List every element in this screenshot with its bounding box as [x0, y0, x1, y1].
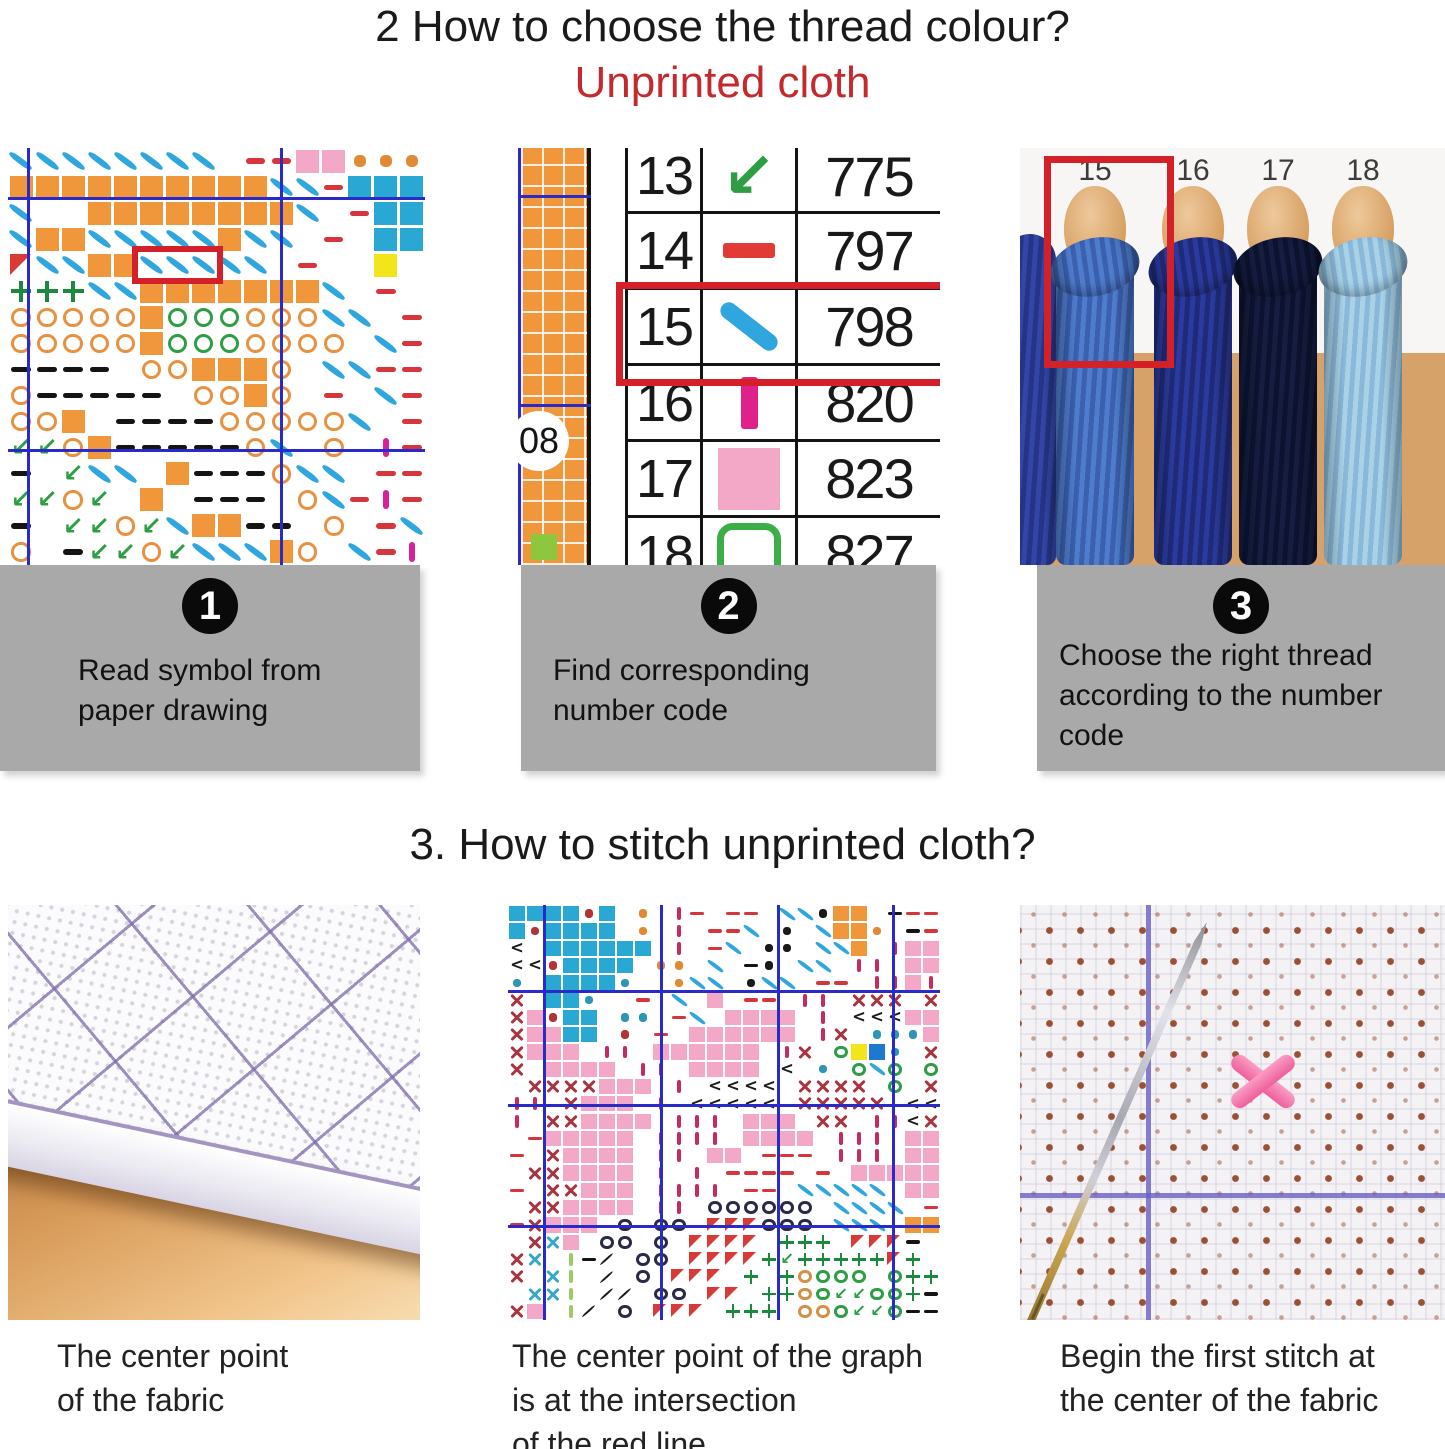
- pattern-ruler-strip: 08: [509, 148, 591, 565]
- fabric-corner-photo: [8, 905, 420, 1320]
- caption-fabric-center: The center point of the fabric: [57, 1338, 289, 1418]
- center-line-horizontal: [1020, 1193, 1445, 1198]
- green-cell: [531, 534, 557, 560]
- thread-skein: [1324, 246, 1402, 565]
- center-pattern-chart: <<<<<<<<<<<<<<<<<<<↙↙↙↙↙: [508, 905, 940, 1320]
- code-table: 13 ↙ 775 14 797 15 798 16 820 17 823 18 827: [625, 148, 940, 565]
- thread-skein: [1239, 246, 1317, 565]
- page-subtitle: Unprinted cloth: [574, 58, 871, 107]
- step1-caption: Read symbol from paper drawing: [78, 654, 322, 727]
- step2-code-table-panel: 08 13 ↙ 775 14 797 15 798 16 820 17 823 18 827: [508, 148, 940, 565]
- step3-caption-box: 3 Choose the right thread according to t…: [1037, 565, 1445, 771]
- code-table-row: 17 823: [625, 442, 940, 518]
- thread-number-label: 16: [1176, 154, 1210, 187]
- thread-skein: [1056, 246, 1134, 565]
- ruler-label: 08: [509, 411, 569, 471]
- needle: [1022, 921, 1211, 1320]
- step2-number-badge: 2: [700, 578, 757, 634]
- section3-title: 3. How to stitch unprinted cloth?: [409, 820, 1036, 869]
- step3-caption: Choose the right thread according to the…: [1059, 639, 1383, 752]
- magenta-bar-icon: [740, 376, 758, 429]
- code-table-row: 13 ↙ 775: [625, 148, 940, 214]
- green-arrow-icon: ↙: [722, 148, 776, 213]
- step1-number-badge: 1: [182, 578, 238, 634]
- page-title: 2 How to choose the thread colour?: [375, 2, 1070, 51]
- code-table-row: 14 797: [625, 214, 940, 290]
- caption-first-stitch: Begin the first stitch at the center of …: [1060, 1338, 1379, 1418]
- table-highlight-box: [616, 282, 940, 386]
- step3-threads-photo: 15 16 17 18: [1020, 148, 1445, 565]
- green-hexagon-icon: [717, 522, 781, 565]
- code-table-row: 18 827: [625, 518, 940, 565]
- ruler-blue-line: [518, 195, 591, 198]
- step1-caption-box: 1 Read symbol from paper drawing: [0, 565, 420, 771]
- center-line-vertical: [1146, 905, 1151, 1320]
- step1-pattern-chart: ↙ ↙ ↙ ↙ ↙ ↙ ↙ ↙ ↙ ↙ ↙ ↙: [8, 148, 425, 565]
- thread-highlight-box: [1044, 156, 1174, 368]
- thread-number-label: 18: [1346, 154, 1380, 187]
- thread-number-label: 17: [1261, 154, 1295, 187]
- step3-number-badge: 3: [1213, 578, 1269, 634]
- code-table-row: 15 798: [625, 290, 940, 366]
- pink-square-icon: [718, 447, 780, 510]
- red-dash-icon: [723, 243, 775, 258]
- ruler-blue-line: [518, 404, 591, 407]
- caption-graph-center: The center point of the graph is at the …: [512, 1338, 923, 1449]
- step2-caption: Find corresponding number code: [553, 654, 810, 727]
- first-stitch-photo: [1020, 905, 1445, 1320]
- step2-caption-box: 2 Find corresponding number code: [521, 565, 936, 771]
- pink-cross-stitch: [1225, 1051, 1301, 1113]
